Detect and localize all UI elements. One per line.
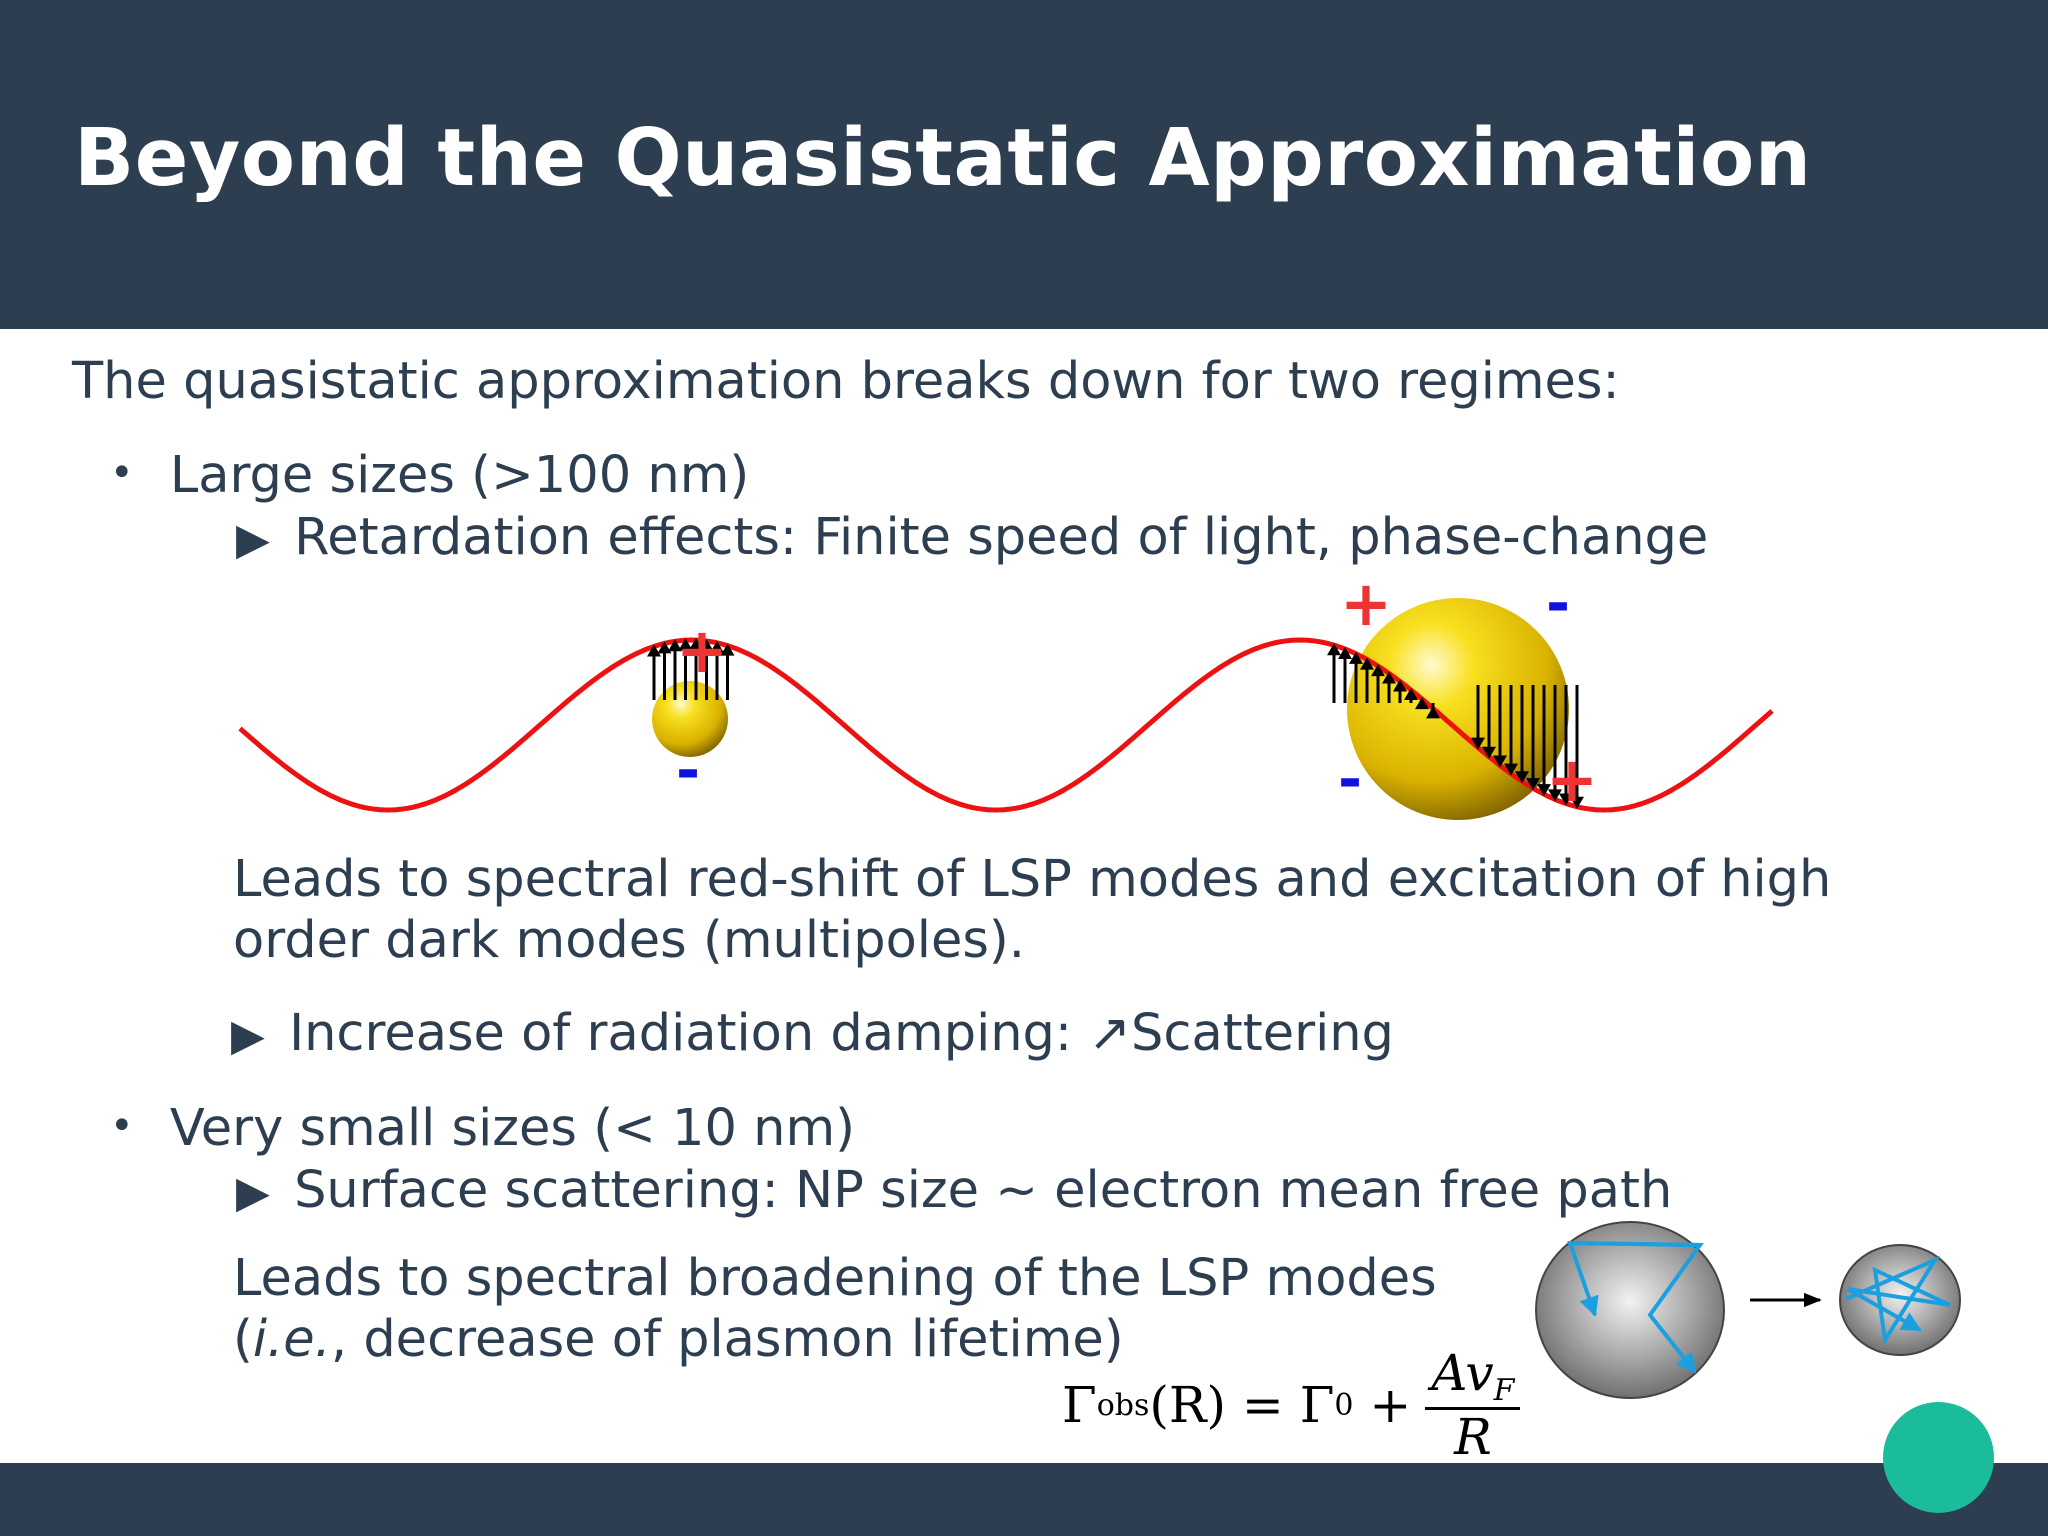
formula-sub-0: 0 bbox=[1334, 1387, 1354, 1423]
damping-text: Increase of radiation damping: ↗Scatteri… bbox=[289, 1004, 1394, 1063]
triangle-arrow-icon: ▶ bbox=[236, 514, 270, 565]
bullet-icon: • bbox=[110, 1103, 134, 1149]
field-arrow-head bbox=[1526, 778, 1540, 791]
formula-numerator-text: Av bbox=[1431, 1343, 1494, 1402]
bullet-large-sizes-label: Large sizes (>100 nm) bbox=[169, 446, 750, 505]
lifetime-text: , decrease of plasmon lifetime) bbox=[330, 1310, 1124, 1369]
surface-scattering-line: ▶ Surface scattering: NP size ~ electron… bbox=[236, 1165, 1672, 1216]
field-arrow-head bbox=[647, 644, 661, 657]
accent-circle bbox=[1883, 1402, 1994, 1513]
field-arrow-head bbox=[1349, 651, 1363, 664]
field-arrow-head bbox=[710, 640, 724, 653]
field-arrow-head bbox=[1482, 746, 1496, 759]
surface-scattering-diagram bbox=[1535, 1221, 1961, 1399]
retardation-line: ▶ Retardation effects: Finite speed of l… bbox=[236, 512, 1708, 563]
damping-line: ▶ Increase of radiation damping: ↗Scatte… bbox=[231, 1008, 1394, 1059]
formula-fraction: AvF R bbox=[1425, 1343, 1521, 1466]
formula-plus: + bbox=[1353, 1376, 1412, 1434]
field-arrow-head bbox=[1548, 789, 1562, 802]
formula-lhs-arg: (R) = Γ bbox=[1149, 1376, 1335, 1434]
field-arrow-head bbox=[678, 638, 693, 651]
formula-denominator: R bbox=[1454, 1407, 1492, 1466]
slide-title: Beyond the Quasistatic Approximation bbox=[74, 112, 1812, 204]
bullet-large-sizes: • Large sizes (>100 nm) bbox=[110, 450, 749, 501]
triangle-arrow-icon: ▶ bbox=[231, 1010, 265, 1061]
retardation-wave-diagram: + - + - - + bbox=[238, 585, 1774, 820]
minus-charge: - bbox=[676, 736, 700, 804]
slide-footer bbox=[0, 1463, 2048, 1536]
field-arrow-head bbox=[1515, 771, 1529, 784]
field-arrow-head bbox=[1570, 796, 1584, 809]
field-arrow-head bbox=[1537, 784, 1551, 797]
field-arrow-head bbox=[1559, 793, 1573, 806]
field-arrow-head bbox=[1393, 679, 1407, 692]
plus-charge: + bbox=[1546, 743, 1598, 816]
surface-scattering-text: Surface scattering: NP size ~ electron m… bbox=[294, 1161, 1673, 1220]
formula-numerator: AvF bbox=[1425, 1343, 1521, 1410]
plus-charge: + bbox=[676, 614, 728, 687]
field-arrow-head bbox=[668, 639, 682, 652]
field-arrows-small bbox=[647, 638, 735, 700]
formula-sub-obs: obs bbox=[1096, 1387, 1150, 1423]
broadening-line-1: Leads to spectral broadening of the LSP … bbox=[233, 1249, 1437, 1308]
paren-open: ( bbox=[233, 1310, 253, 1369]
field-arrow-head bbox=[1404, 688, 1418, 701]
field-arrows-large bbox=[1327, 643, 1584, 809]
broadening-line-2: (i.e., decrease of plasmon lifetime) bbox=[233, 1314, 1124, 1365]
field-arrow-head bbox=[1360, 657, 1374, 670]
field-arrow-head bbox=[1415, 697, 1429, 710]
redshift-line-2: order dark modes (multipoles). bbox=[233, 911, 1025, 970]
retardation-text: Retardation effects: Finite speed of lig… bbox=[294, 508, 1709, 567]
small-nanoparticle bbox=[652, 681, 728, 757]
field-arrow-head bbox=[657, 641, 672, 654]
field-arrow-head bbox=[1338, 647, 1352, 660]
triangle-arrow-icon: ▶ bbox=[236, 1167, 270, 1218]
field-arrow-head bbox=[1371, 664, 1385, 677]
intro-text: The quasistatic approximation breaks dow… bbox=[72, 352, 1620, 411]
formula-gamma: Γ bbox=[1062, 1376, 1097, 1434]
redshift-line-1: Leads to spectral red-shift of LSP modes… bbox=[233, 850, 1832, 909]
minus-charge: - bbox=[1546, 585, 1570, 637]
minus-charge: - bbox=[1338, 745, 1362, 813]
field-arrow-head bbox=[1493, 755, 1507, 768]
field-arrow-head bbox=[689, 638, 703, 651]
formula-sub-F: F bbox=[1493, 1372, 1515, 1408]
electron-path-small bbox=[1845, 1255, 1951, 1346]
field-arrow-head bbox=[1504, 763, 1518, 776]
slide-header bbox=[0, 0, 2048, 329]
bullet-small-sizes: • Very small sizes (< 10 nm) bbox=[110, 1103, 855, 1154]
ie-italic: i.e. bbox=[252, 1310, 331, 1369]
field-arrow-head bbox=[1382, 671, 1396, 684]
small-sphere-scattering bbox=[1839, 1244, 1961, 1356]
bullet-small-sizes-label: Very small sizes (< 10 nm) bbox=[169, 1099, 856, 1158]
field-arrow-head bbox=[699, 638, 714, 651]
field-arrow-head bbox=[1471, 737, 1485, 750]
field-arrow-head bbox=[1426, 706, 1440, 719]
field-arrow-head bbox=[1327, 643, 1341, 656]
plus-charge: + bbox=[1340, 585, 1392, 640]
bullet-icon: • bbox=[110, 450, 134, 496]
light-wave bbox=[238, 637, 1774, 813]
field-arrow-head bbox=[720, 643, 735, 656]
electron-path-large bbox=[1567, 1240, 1701, 1317]
